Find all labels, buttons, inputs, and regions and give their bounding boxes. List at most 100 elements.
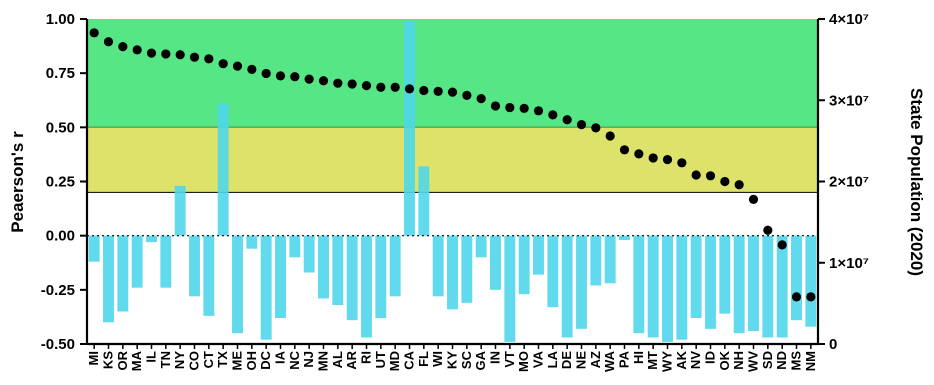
bar-UT [375,235,387,318]
population-points [89,28,816,302]
point-IA [275,71,286,81]
band-1 [87,127,818,193]
category-label: NC [287,350,302,369]
category-label: WI [430,351,445,367]
point-LA [548,110,558,120]
band-0 [87,19,818,128]
bar-MN [318,235,329,299]
category-label: HI [631,351,646,364]
point-MA [132,45,142,55]
point-MO [519,103,529,113]
point-NV [691,170,701,180]
point-NY [175,50,185,60]
point-IL [146,48,157,58]
correlation-bars [88,21,817,342]
point-RI [361,81,372,91]
bar-DC [260,235,272,340]
point-WY [662,154,673,165]
bar-DE [561,235,573,338]
bar-VA [533,235,544,275]
left-tick-label: 1.00 [46,11,75,28]
left-axis-ticks: 1.00 0.75 0.50 0.25 0.00 -0.25 -0.50 [41,11,87,353]
bar-CO [189,235,200,297]
category-label: AK [674,350,689,369]
bar-NM [805,235,817,327]
point-MI [89,28,99,38]
category-label: CT [201,351,216,368]
point-FL [419,85,429,96]
category-label: FL [416,351,431,367]
bar-FL [418,166,430,236]
bar-NC [289,235,301,258]
category-label: OK [717,350,732,370]
category-label: AZ [588,351,603,368]
point-ND [777,240,787,250]
bar-WV [748,235,759,331]
category-label: SD [760,351,775,369]
point-MN [318,76,329,86]
point-HI [634,149,644,159]
right-tick-label: 0 [829,336,837,353]
point-NJ [304,74,314,84]
category-label: PA [617,350,632,368]
bar-WA [604,235,616,284]
bar-MS [791,235,802,321]
category-label: MO [516,351,531,372]
bar-CA [404,21,415,236]
left-tick-label: -0.25 [41,282,75,299]
left-tick-label: 0.50 [46,119,75,136]
category-label: UT [373,351,388,368]
bar-ME [232,235,243,334]
point-NM [806,292,816,302]
category-label: IL [144,351,159,363]
category-label: WA [602,350,617,372]
bar-OR [117,235,129,312]
point-DC [261,68,271,79]
bar-OK [719,235,731,314]
category-label: ID [703,351,718,364]
bar-IL [146,235,157,243]
threshold-bands [87,19,818,193]
point-IN [490,101,501,111]
category-label: OR [115,350,130,370]
bar-KS [103,235,114,323]
point-UT [376,82,386,92]
bar-HI [633,235,645,334]
category-label: CO [187,351,202,371]
point-AZ [591,123,601,133]
bar-NE [576,235,587,329]
bar-WY [662,235,673,342]
bar-WI [432,235,444,297]
point-OK [720,176,730,187]
category-label: LA [545,350,560,368]
point-CT [204,54,214,64]
category-label: ME [230,351,245,371]
bar-AK [676,235,688,340]
bar-MD [389,235,401,297]
point-AL [333,78,343,88]
point-VT [505,102,515,113]
category-label: RI [359,351,374,364]
category-label: SC [459,350,474,369]
category-label: TX [215,351,230,368]
category-label: WY [660,351,675,372]
point-KY [447,87,458,97]
point-WI [433,86,443,96]
category-label: KY [445,351,460,369]
point-AK [677,158,687,168]
bar-MA [131,235,143,288]
category-label: CA [402,350,417,369]
bar-VT [504,235,516,342]
right-axis-title: State Population (2020) [907,88,926,276]
bar-OH [246,235,258,249]
point-SC [462,90,472,100]
right-axis-ticks: 4×10⁷ 3×10⁷ 2×10⁷ 1×10⁷ 0 [818,11,869,353]
point-DE [562,115,572,125]
bar-NH [733,235,745,334]
point-ME [232,61,243,71]
point-TN [161,49,171,59]
right-tick-label: 3×10⁷ [829,92,869,109]
point-WV [748,194,759,204]
bar-MO [518,235,530,295]
